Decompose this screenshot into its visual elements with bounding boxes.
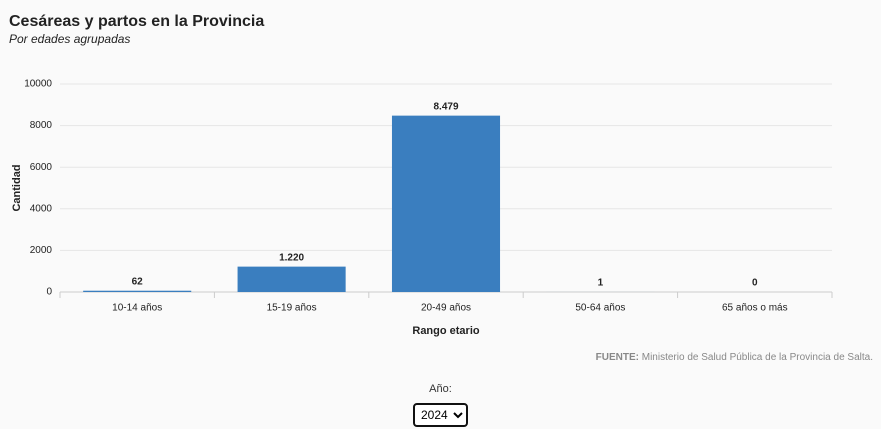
y-tick-label: 2000 [30,245,53,256]
data-label: 0 [752,278,758,289]
data-label: 1.220 [279,252,304,263]
chart-subtitle: Por edades agrupadas [9,32,130,46]
bar [83,290,192,292]
bar [237,266,346,292]
x-tick-label: 15-19 años [267,303,317,314]
year-control: 2024 [0,403,881,427]
x-tick-label: 65 años o más [722,303,788,314]
data-label: 8.479 [433,101,458,112]
y-tick-label: 6000 [30,162,53,173]
y-axis-label: Cantidad [11,164,23,211]
y-tick-label: 8000 [30,120,53,131]
y-tick-label: 0 [46,287,52,298]
source-text: Ministerio de Salud Pública de la Provin… [642,352,873,363]
bar [391,115,501,292]
x-tick-label: 50-64 años [575,303,625,314]
x-tick-label: 20-49 años [421,303,471,314]
year-select[interactable]: 2024 [413,403,468,427]
source-label: FUENTE: [596,352,639,363]
x-tick-label: 10-14 años [112,303,162,314]
year-label: Año: [429,383,452,395]
data-label: 62 [132,276,144,287]
chart-title: Cesáreas y partos en la Provincia [9,13,264,30]
y-tick-label: 4000 [30,203,53,214]
data-label: 1 [598,278,604,289]
y-tick-label: 10000 [24,79,52,90]
x-axis-label: Rango etario [412,325,480,337]
source: FUENTE: Ministerio de Salud Pública de l… [596,352,873,363]
